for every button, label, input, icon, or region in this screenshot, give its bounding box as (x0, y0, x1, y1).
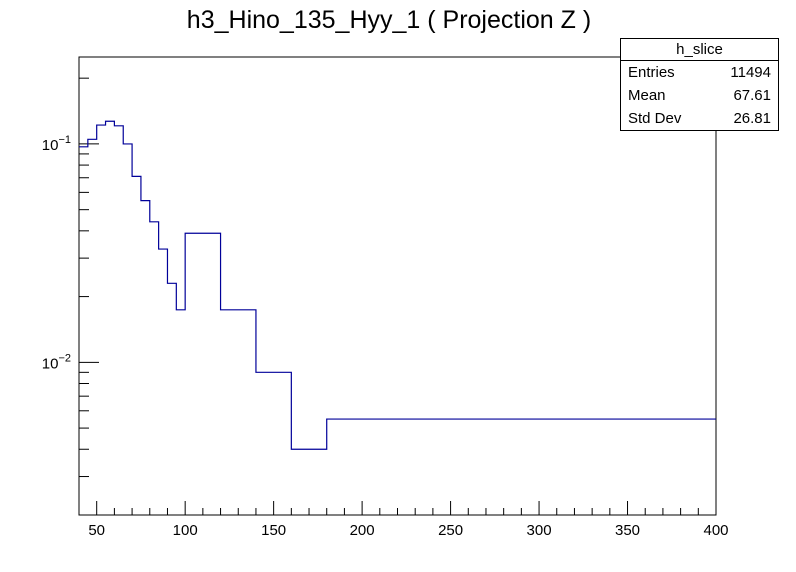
x-tick-label: 200 (350, 522, 375, 539)
stats-title: h_slice (621, 39, 778, 61)
y-tick-label: 10−1 (42, 134, 71, 154)
x-tick-label: 250 (438, 522, 463, 539)
x-tick-label: 150 (261, 522, 286, 539)
x-tick-label: 300 (527, 522, 552, 539)
stats-label: Mean (628, 87, 666, 104)
stats-value: 26.81 (733, 110, 771, 127)
stats-box: h_slice Entries 11494 Mean 67.61 Std Dev… (620, 38, 779, 131)
stats-label: Entries (628, 64, 675, 81)
chart-title: h3_Hino_135_Hyy_1 ( Projection Z ) (186, 6, 592, 34)
x-tick-label: 50 (88, 522, 105, 539)
stats-value: 11494 (730, 64, 771, 81)
stats-value: 67.61 (733, 87, 771, 104)
x-tick-label: 100 (173, 522, 198, 539)
stats-row-mean: Mean 67.61 (621, 84, 778, 107)
series-group (79, 120, 716, 450)
stats-row-stddev: Std Dev 26.81 (621, 107, 778, 130)
y-axis-ticks: 10−1 10−2 (42, 77, 99, 516)
x-axis-ticks: 50 100 150 200 250 300 350 400 (78, 501, 729, 539)
stats-label: Std Dev (628, 110, 682, 127)
x-tick-label: 400 (703, 522, 728, 539)
x-tick-label: 350 (615, 522, 640, 539)
histogram-series-line (79, 120, 716, 450)
stats-row-entries: Entries 11494 (621, 61, 778, 84)
y-tick-label: 10−2 (42, 352, 71, 372)
